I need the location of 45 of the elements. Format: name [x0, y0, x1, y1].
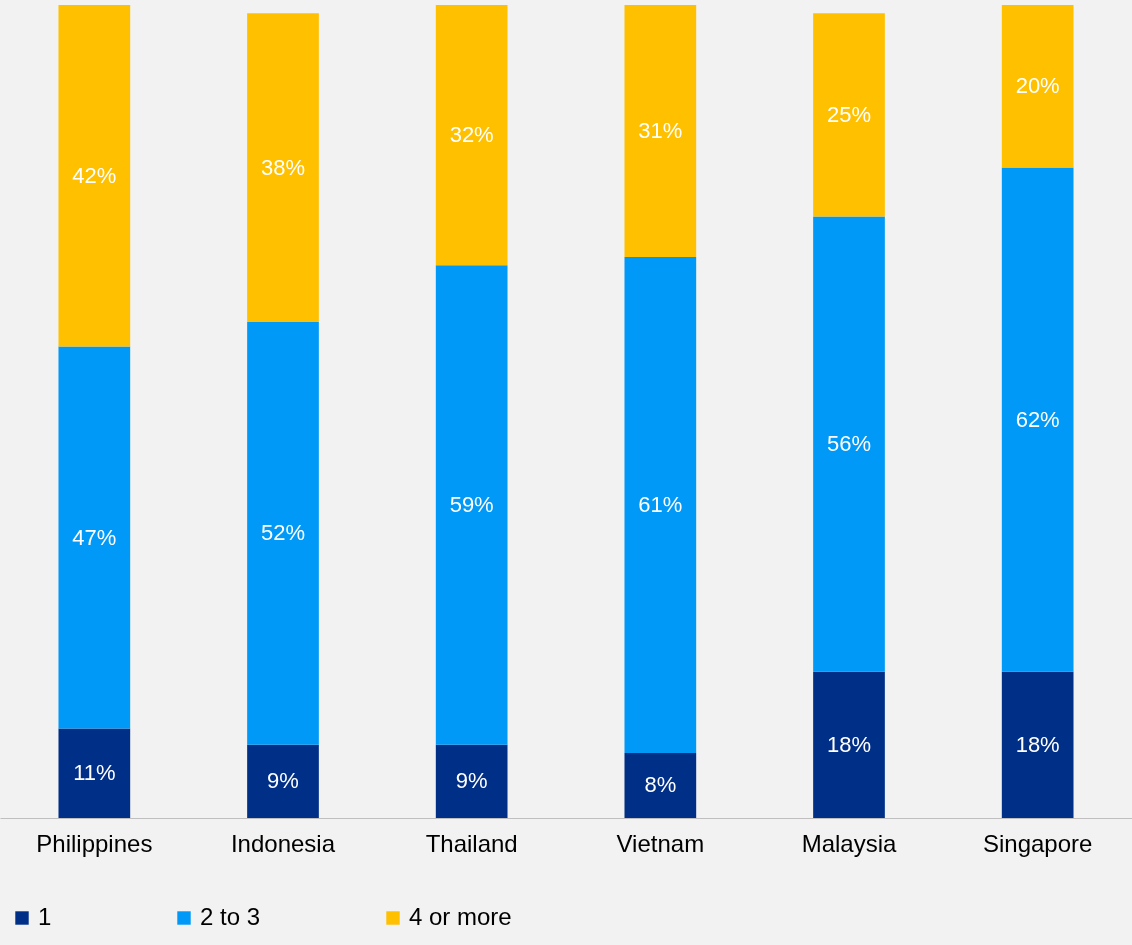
x-tick-label: Vietnam — [616, 829, 705, 857]
data-label: 11% — [73, 760, 116, 786]
bar — [58, 728, 131, 818]
legend-label: 2 to 3 — [200, 903, 261, 930]
data-label: 25% — [826, 101, 872, 127]
x-tick-label: Malaysia — [801, 829, 897, 857]
data-label: 56% — [826, 431, 872, 457]
data-label: 38% — [260, 154, 306, 180]
x-tick-label: Thailand — [425, 829, 518, 857]
data-label: 8% — [644, 772, 677, 798]
data-label: 20% — [1015, 73, 1060, 99]
bar — [813, 216, 885, 672]
bar — [247, 322, 319, 745]
bar — [1001, 671, 1074, 818]
x-tick-label: Philippines — [36, 829, 153, 857]
data-label: 18% — [826, 731, 872, 757]
bar — [813, 671, 885, 818]
data-label: 9% — [455, 768, 488, 794]
bar — [435, 265, 508, 745]
bar — [1001, 167, 1074, 672]
bar — [1001, 5, 1074, 168]
bar — [247, 744, 319, 818]
bar — [58, 5, 131, 347]
bar — [247, 13, 319, 323]
data-label: 47% — [72, 524, 117, 550]
bar — [624, 5, 697, 258]
legend-label: 4 or more — [409, 903, 512, 930]
data-label: 9% — [267, 768, 299, 794]
bar — [435, 744, 508, 818]
legend-label: 1 — [38, 903, 52, 930]
data-label: 61% — [638, 491, 683, 517]
data-label: 18% — [1015, 731, 1060, 757]
data-label: 52% — [260, 520, 306, 546]
data-label: 42% — [72, 162, 117, 188]
x-tick-label: Singapore — [982, 829, 1093, 857]
bar — [813, 13, 885, 217]
bar — [624, 257, 697, 753]
bar — [624, 752, 697, 818]
x-tick-label: Indonesia — [230, 829, 336, 857]
bar — [435, 5, 508, 266]
data-label: 31% — [638, 118, 683, 144]
data-label: 59% — [449, 491, 494, 517]
bar — [58, 346, 131, 729]
data-label: 62% — [1015, 406, 1060, 432]
data-label: 32% — [449, 122, 494, 148]
